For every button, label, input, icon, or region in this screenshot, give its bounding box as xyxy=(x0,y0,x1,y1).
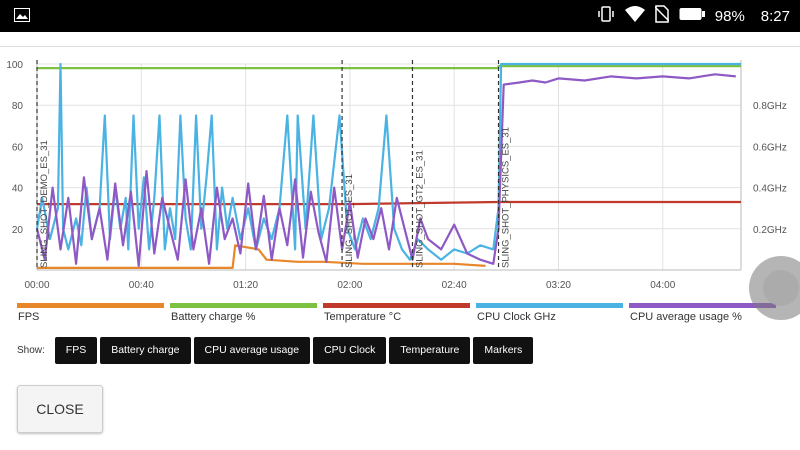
close-button[interactable]: CLOSE xyxy=(17,385,103,433)
marker-label: SLING_SHOT_GT2_ES_31 xyxy=(414,150,425,268)
chart-svg: 20 40 60 80 100 0.2GHz 0.4GHz 0.6GHz 0.8GHz 00:00… xyxy=(6,60,787,291)
x-tick-label: 00:00 xyxy=(24,280,49,291)
toggle-battery-charge[interactable]: Battery charge xyxy=(100,336,191,364)
legend-swatch xyxy=(476,303,623,308)
x-tick-label: 00:40 xyxy=(129,280,154,291)
legend-label: Battery charge % xyxy=(171,311,256,323)
y-right-tick-label: 0.6GHz xyxy=(753,142,787,153)
legend-item: FPS xyxy=(17,303,169,325)
legend-item: CPU Clock GHz xyxy=(476,303,628,325)
toggle-cpu-average-usage[interactable]: CPU average usage xyxy=(193,336,311,364)
series-line xyxy=(37,244,486,269)
x-tick-label: 04:00 xyxy=(650,280,675,291)
x-tick-label: 03:20 xyxy=(546,280,571,291)
legend-label: CPU average usage % xyxy=(630,311,742,323)
toggle-fps[interactable]: FPS xyxy=(54,336,98,364)
no-sim-icon xyxy=(654,5,670,27)
legend-item: Temperature °C xyxy=(323,303,475,325)
marker-label: SLING_SHOT_PHYSICS_ES_31 xyxy=(501,127,512,268)
y-right-tick-label: 0.2GHz xyxy=(753,225,787,236)
clock-time: 8:27 xyxy=(760,7,790,25)
legend-swatch xyxy=(17,303,164,308)
y-tick-label: 80 xyxy=(12,101,24,112)
floating-button-inner xyxy=(763,270,799,306)
gallery-icon xyxy=(14,8,30,27)
series-line xyxy=(37,200,741,206)
legend-swatch xyxy=(323,303,470,308)
y-tick-label: 100 xyxy=(6,60,23,71)
x-tick-label: 02:00 xyxy=(337,280,362,291)
toggle-markers[interactable]: Markers xyxy=(473,336,534,364)
toggle-temperature[interactable]: Temperature xyxy=(389,336,471,364)
y-tick-label: 60 xyxy=(12,142,24,153)
toggle-cpu-clock[interactable]: CPU Clock xyxy=(313,336,387,364)
legend-label: Temperature °C xyxy=(324,311,402,323)
show-toggles: Show: FPS Battery charge CPU average usa… xyxy=(17,335,536,365)
series-line xyxy=(37,65,741,70)
legend-label: CPU Clock GHz xyxy=(477,311,556,323)
x-tick-label: 01:20 xyxy=(233,280,258,291)
legend-swatch xyxy=(170,303,317,308)
marker-label: SLING_SHOT_DEMO_ES_31 xyxy=(39,140,50,268)
vibrate-icon xyxy=(597,5,615,27)
y-tick-label: 40 xyxy=(12,184,24,195)
series-line xyxy=(35,62,741,261)
show-label: Show: xyxy=(17,344,45,356)
marker-label: SLING_SHOT_ES_31 xyxy=(344,174,355,268)
y-right-tick-label: 0.8GHz xyxy=(753,101,787,112)
series-line xyxy=(35,73,736,267)
dialog-top-divider xyxy=(0,46,800,47)
legend-item: CPU average usage % xyxy=(629,303,781,325)
wifi-icon xyxy=(624,6,645,26)
battery-icon xyxy=(679,7,705,25)
performance-chart: 20 40 60 80 100 0.2GHz 0.4GHz 0.6GHz 0.8GHz 00:00… xyxy=(0,40,800,300)
legend-item: Battery charge % xyxy=(170,303,322,325)
y-tick-label: 20 xyxy=(12,225,24,236)
floating-action-button[interactable] xyxy=(749,256,800,320)
legend-label: FPS xyxy=(18,311,40,323)
status-bar: 98% 8:27 xyxy=(0,0,800,32)
x-tick-label: 02:40 xyxy=(442,280,467,291)
legend-swatch xyxy=(629,303,776,308)
y-right-tick-label: 0.4GHz xyxy=(753,184,787,195)
battery-percent: 98% xyxy=(714,7,745,25)
